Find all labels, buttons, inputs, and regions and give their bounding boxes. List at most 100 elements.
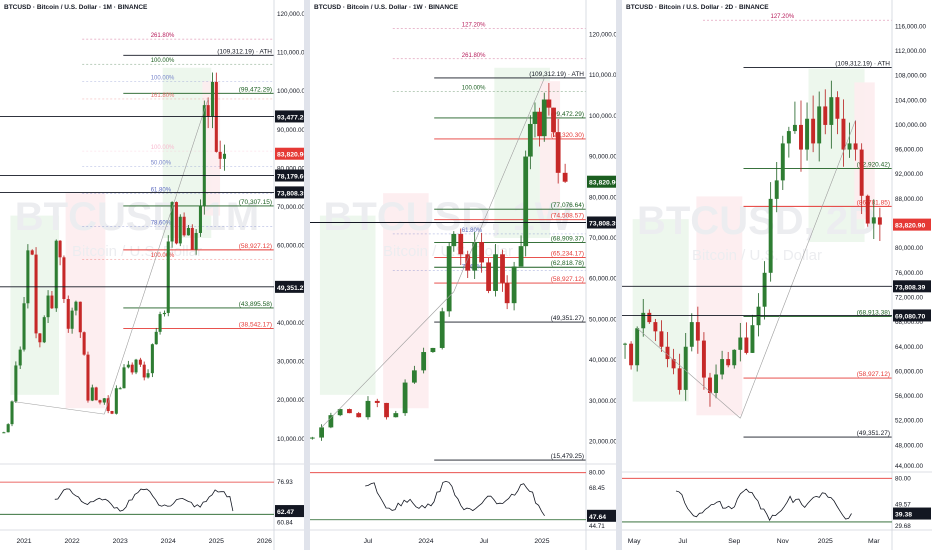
candle-body — [635, 328, 640, 366]
candle-body — [10, 401, 14, 425]
candle-body — [328, 415, 334, 428]
y-tick-label: 110,000.00 — [589, 72, 621, 79]
rsi-value-tag — [893, 507, 931, 520]
y-tick-label: 116,000.00 — [895, 23, 927, 30]
fib-label: 100.00% — [151, 76, 175, 82]
candle-body — [677, 368, 682, 390]
x-tick-label: Mar — [868, 538, 880, 545]
candle-body — [347, 409, 352, 414]
candle-body — [182, 216, 186, 236]
candle-body — [134, 359, 138, 373]
level-label: (86,781.85) — [857, 199, 890, 206]
candle-body — [859, 149, 864, 196]
candle-body — [768, 198, 773, 273]
candle-body — [214, 81, 218, 152]
price-tag-label: 78,179.66 — [277, 174, 307, 181]
price-tag-label: 69,080.70 — [895, 313, 925, 320]
x-tick-label: Jul — [678, 538, 687, 545]
price-tag — [275, 169, 307, 182]
y-tick-label: 100,000.00 — [589, 113, 621, 120]
chart-title: BTCUSD · Bitcoin / U.S. Dollar · 1W · BI… — [314, 4, 459, 11]
candle-body — [38, 333, 42, 343]
y-tick-label: 20,000.00 — [589, 439, 618, 446]
candle-body — [70, 310, 74, 329]
rsi-mid-label: 68.45 — [589, 485, 605, 492]
rsi-value-label: 62.47 — [277, 509, 294, 516]
y-tick-label: 80,000.00 — [895, 245, 924, 252]
candle-body — [541, 99, 547, 137]
trend-line — [453, 78, 545, 292]
x-tick-label: 2024 — [161, 538, 176, 545]
candle-body — [732, 349, 737, 366]
trend-line — [740, 119, 856, 419]
x-tick-label: Jul — [364, 538, 373, 545]
candle-body — [402, 382, 408, 414]
level-label: (68,909.37) — [551, 235, 584, 242]
x-tick-label: Jul — [480, 538, 489, 545]
candle-body — [22, 303, 26, 350]
candle-body — [799, 124, 803, 150]
candle-body — [118, 388, 122, 390]
chart-panel-3: BTCUSD, 2D Bitcoin / U.S. Dollar (109,312.… — [622, 0, 932, 550]
candle-body — [762, 272, 767, 307]
candle-body — [62, 257, 66, 300]
price-tag-label: 49,351.27 — [277, 285, 307, 292]
level-label: (109,312.19) · ATH — [529, 71, 584, 78]
y-tick-label: 80,000.00 — [589, 194, 618, 201]
candle-body — [511, 266, 517, 304]
y-tick-label: 112,000.00 — [895, 48, 927, 55]
candle-body — [486, 262, 491, 291]
candle-body — [54, 240, 58, 309]
candle-body — [756, 306, 761, 326]
y-tick-label: 56,000.00 — [895, 393, 924, 400]
y-tick-label: 100,000.00 — [277, 88, 309, 95]
level-label: (77,076.64) — [551, 202, 584, 209]
candle-body — [811, 118, 816, 144]
candle-body — [150, 344, 154, 374]
x-tick-label: 2024 — [418, 538, 433, 545]
candle-body — [708, 377, 712, 393]
x-tick-label: 2022 — [65, 538, 80, 545]
candle-body — [78, 301, 82, 333]
candle-body — [532, 111, 538, 124]
candle-body — [98, 400, 102, 403]
level-label: (65,234.17) — [551, 250, 584, 257]
candle-body — [142, 364, 146, 378]
candle-body — [94, 387, 98, 401]
x-tick-label: 2025 — [818, 538, 833, 545]
last-price-tag — [893, 218, 931, 231]
y-tick-label: 70,000.00 — [277, 204, 306, 211]
trend-line — [636, 328, 741, 419]
candle-body — [877, 217, 882, 225]
candle-body — [102, 398, 106, 403]
candle-body — [841, 118, 846, 150]
candle-body — [465, 254, 471, 271]
y-tick-label: 70,000.00 — [589, 235, 618, 242]
level-label: (109,312.19) · ATH — [217, 48, 272, 55]
level-label: (15,479.25) — [551, 453, 584, 460]
candle-body — [6, 424, 10, 433]
candle-body — [551, 107, 556, 133]
chart-title: BTCUSD · Bitcoin / U.S. Dollar · 2D · BI… — [626, 4, 769, 11]
candle-body — [659, 331, 664, 347]
y-tick-label: 100,000.00 — [895, 122, 927, 129]
candle-body — [218, 151, 222, 159]
watermark-subtitle: Bitcoin / U.S. Dollar — [692, 247, 822, 264]
candle-body — [158, 314, 162, 332]
red-zone — [854, 82, 875, 220]
candle-body — [829, 97, 834, 125]
rsi-value-label: 39.38 — [895, 512, 912, 519]
candle-body — [504, 282, 510, 304]
candle-body — [365, 400, 371, 418]
rsi-value-tag — [587, 509, 619, 522]
candle-body — [122, 367, 126, 389]
fib-label: 100.00% — [151, 58, 175, 64]
price-tag-label: 73,808.39 — [895, 284, 925, 291]
candle-body — [750, 325, 755, 353]
price-tag — [275, 186, 307, 199]
candle-body — [871, 217, 876, 224]
fib-label: 127.20% — [462, 22, 486, 28]
candle-body — [689, 322, 694, 347]
level-label: (99,472.29) — [239, 86, 272, 93]
candle-body — [683, 346, 688, 390]
